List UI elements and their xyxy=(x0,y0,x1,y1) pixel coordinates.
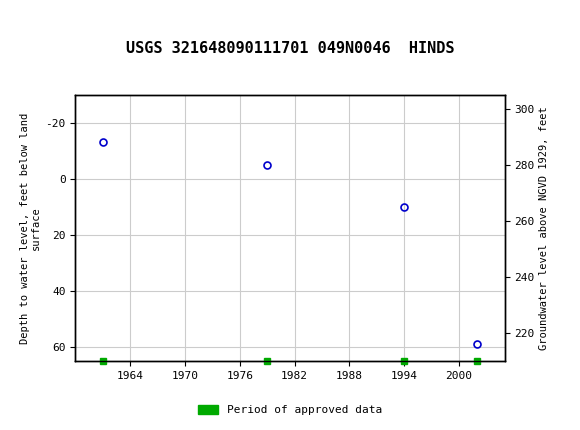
Y-axis label: Depth to water level, feet below land
surface: Depth to water level, feet below land su… xyxy=(20,112,41,344)
Y-axis label: Groundwater level above NGVD 1929, feet: Groundwater level above NGVD 1929, feet xyxy=(539,106,549,350)
Text: USGS 321648090111701 049N0046  HINDS: USGS 321648090111701 049N0046 HINDS xyxy=(126,41,454,56)
Text: ≋USGS: ≋USGS xyxy=(3,10,57,28)
Legend: Period of approved data: Period of approved data xyxy=(194,400,386,420)
